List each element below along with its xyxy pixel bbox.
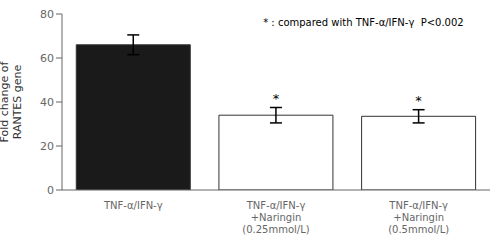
svg-text:0: 0	[47, 184, 54, 197]
svg-text:60: 60	[40, 52, 54, 65]
svg-text:*: *	[273, 91, 280, 106]
svg-text:TNF-α/IFN-γ: TNF-α/IFN-γ	[103, 200, 163, 211]
svg-text:40: 40	[40, 96, 54, 109]
svg-text:*: *	[415, 93, 422, 108]
svg-text:TNF-α/IFN-γ+Naringin(0.25mmol/: TNF-α/IFN-γ+Naringin(0.25mmol/L)	[242, 200, 309, 235]
html-text:* : compared with TNF-α/IFN-γ: * : compared with TNF-α/IFN-γ P<0.002	[263, 17, 464, 28]
svg-text:80: 80	[40, 8, 54, 21]
svg-text:TNF-α/IFN-γ+Naringin(0.5mmol/L: TNF-α/IFN-γ+Naringin(0.5mmol/L)	[388, 200, 449, 235]
svg-text:Fold change ofRANTES gene: Fold change ofRANTES gene	[8, 60, 24, 142]
svg-text:20: 20	[40, 140, 54, 153]
